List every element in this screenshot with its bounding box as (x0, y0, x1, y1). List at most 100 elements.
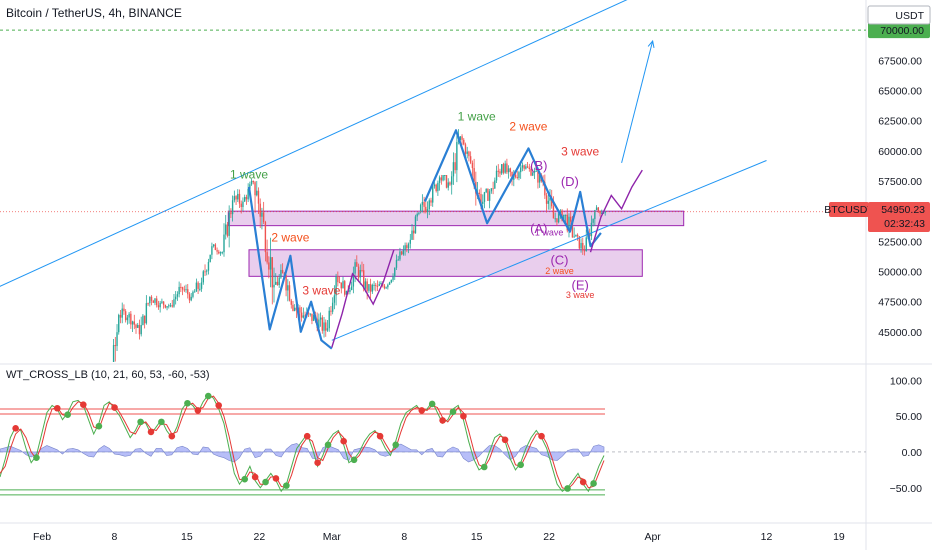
candle (168, 303, 170, 309)
price-tick-label: 60000.00 (878, 146, 922, 158)
candle (585, 229, 587, 252)
wt-cross-dot (392, 441, 400, 449)
candle (185, 284, 187, 293)
candle (244, 194, 246, 203)
candle-body (157, 305, 160, 308)
candle-body (335, 276, 337, 296)
candle-body (206, 270, 208, 272)
wt-histogram (0, 443, 605, 463)
candle-body (532, 172, 534, 176)
candle (250, 178, 253, 186)
candle-body (345, 290, 348, 295)
candle (411, 224, 413, 240)
candle-body (169, 305, 172, 307)
candle (425, 199, 427, 214)
wt-cross-dot (538, 432, 545, 440)
candle-body (264, 222, 267, 253)
candle (447, 178, 449, 191)
wave-path-mar (423, 129, 602, 248)
candle-body (573, 236, 575, 238)
price-tick-label: 57500.00 (878, 176, 922, 188)
candle (501, 164, 503, 175)
candle (528, 163, 531, 172)
candle (568, 213, 570, 238)
candle (96, 405, 97, 411)
price-pane: 1 wave 2 wave 3 wave 1 wave 2 wave 3 wave (B) (… (0, 0, 866, 411)
candle-body (99, 405, 100, 406)
candle-body (261, 212, 263, 217)
candle-body (276, 281, 279, 286)
time-tick-label: Feb (33, 531, 51, 543)
candle (101, 402, 102, 407)
candle-body (254, 182, 256, 196)
candle (159, 300, 161, 313)
wt-cross-dot (95, 422, 103, 430)
candle-body (174, 296, 177, 300)
time-tick-label: 8 (401, 531, 407, 543)
candle (385, 286, 387, 289)
candle-body (171, 305, 173, 307)
candle (440, 174, 443, 185)
candle-body (445, 175, 448, 188)
candle-body (226, 224, 229, 236)
time-tick-label: 22 (543, 531, 555, 543)
candle (438, 175, 441, 191)
candle (230, 208, 232, 218)
candle (426, 201, 429, 219)
candle (397, 255, 399, 261)
candle-body (178, 286, 180, 295)
candle-body (385, 287, 387, 289)
time-tick-label: 8 (112, 531, 118, 543)
candle-body (257, 190, 260, 204)
wave-label: 2 wave (509, 119, 547, 133)
candle-body (112, 345, 115, 362)
candle (292, 301, 294, 312)
wave-label: (E) (572, 278, 589, 293)
candle-body (485, 188, 487, 193)
candle-body (235, 196, 237, 200)
candle-body (181, 287, 184, 290)
candle-body (147, 303, 149, 305)
candle-body (418, 212, 420, 214)
candle-body (601, 212, 603, 214)
candle (388, 281, 391, 285)
candle-body (428, 200, 430, 210)
candle (507, 165, 510, 179)
time-tick-label: 15 (181, 531, 193, 543)
candle-body (278, 277, 280, 286)
candle-body (375, 284, 377, 286)
candle (532, 169, 534, 177)
candle-body (126, 317, 129, 321)
candle (359, 264, 361, 285)
candle-body (156, 298, 158, 306)
candle-body (380, 283, 382, 285)
candle-body (97, 405, 98, 406)
candle-body (312, 314, 315, 321)
candle-body (338, 282, 341, 284)
candle-body (399, 251, 401, 260)
candle (162, 301, 165, 309)
candle-body (330, 310, 332, 312)
candle (394, 267, 396, 280)
candle (130, 310, 132, 329)
candle-body (504, 163, 506, 173)
candle (395, 254, 398, 271)
candle-body (368, 284, 370, 291)
candle-body (392, 276, 394, 280)
candle (516, 170, 518, 180)
candle-body (535, 170, 537, 172)
candle-body (444, 175, 446, 177)
candle-body (252, 180, 254, 183)
candle (357, 263, 360, 283)
candle-body (580, 242, 582, 249)
candle (226, 222, 229, 238)
candle-body (359, 270, 361, 278)
wave-label: 2 wave (271, 230, 309, 244)
candle (504, 160, 506, 174)
wt-cross-dot (204, 392, 212, 400)
candle-body (164, 304, 167, 308)
wave-label: 1 wave (458, 110, 496, 124)
candle (402, 245, 405, 256)
wave-label: (B) (530, 158, 547, 173)
